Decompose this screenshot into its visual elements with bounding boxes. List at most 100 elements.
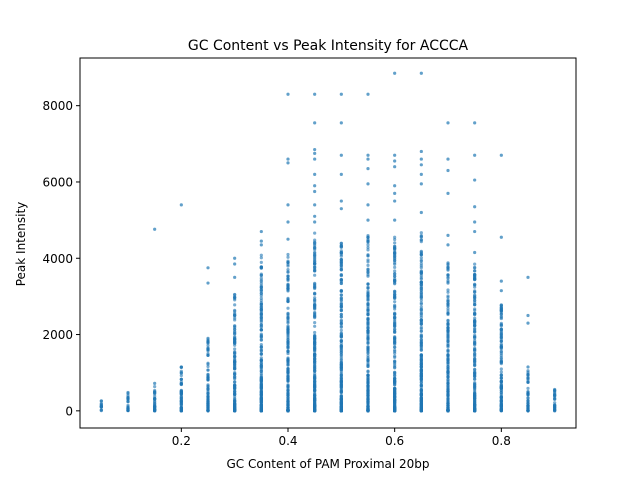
data-point: [499, 385, 503, 390]
data-point: [499, 379, 503, 383]
data-point: [419, 71, 423, 75]
data-point: [419, 280, 423, 284]
data-point: [206, 343, 210, 348]
data-point: [339, 346, 343, 350]
gc-column-0.35: [259, 229, 263, 413]
data-point: [233, 295, 237, 299]
data-point: [233, 292, 237, 297]
data-point: [473, 316, 477, 320]
data-point: [99, 399, 103, 403]
data-point: [393, 274, 397, 278]
data-point: [339, 281, 343, 286]
data-point: [526, 372, 530, 377]
data-point: [313, 255, 317, 260]
data-point: [313, 347, 317, 352]
data-point: [339, 373, 343, 377]
data-point: [366, 254, 370, 258]
data-point: [393, 304, 397, 309]
data-point: [499, 304, 503, 308]
data-point: [419, 302, 423, 306]
data-point: [446, 301, 450, 305]
data-point: [366, 157, 370, 161]
data-point: [339, 339, 343, 343]
data-point: [259, 260, 263, 264]
data-point: [339, 342, 343, 346]
data-point: [499, 153, 503, 157]
data-point: [366, 285, 370, 289]
data-point: [366, 375, 370, 379]
data-point: [313, 282, 317, 286]
data-point: [473, 265, 477, 269]
data-point: [393, 354, 397, 358]
data-point: [339, 395, 343, 400]
data-point: [286, 259, 290, 263]
gc-column-0.55: [366, 92, 370, 413]
data-point: [366, 313, 370, 317]
data-point: [179, 365, 183, 369]
data-point: [366, 248, 370, 252]
data-point: [206, 374, 210, 378]
data-point: [259, 305, 263, 310]
data-point: [366, 399, 370, 403]
data-point: [419, 182, 423, 186]
gc-column-0.60: [393, 71, 397, 413]
data-point: [339, 377, 343, 381]
data-point: [339, 319, 343, 323]
data-point: [419, 149, 423, 154]
data-point: [233, 389, 237, 394]
data-point: [499, 339, 503, 344]
data-point: [286, 92, 290, 96]
data-point: [393, 248, 397, 252]
data-point: [393, 335, 397, 339]
data-point: [313, 147, 317, 152]
data-point: [286, 340, 290, 344]
data-point: [286, 378, 290, 382]
data-point: [419, 238, 423, 242]
data-point: [313, 184, 317, 188]
data-point: [473, 229, 477, 234]
data-point: [553, 393, 557, 397]
y-axis-label: Peak Intensity: [14, 202, 28, 287]
data-point: [366, 243, 370, 247]
data-point: [286, 338, 290, 342]
data-point: [393, 218, 397, 222]
data-point: [393, 409, 397, 413]
data-point: [366, 317, 370, 322]
data-point: [446, 381, 450, 386]
data-point: [419, 264, 423, 268]
data-point: [233, 256, 237, 260]
y-tick-label: 2000: [42, 328, 73, 342]
data-point: [99, 408, 103, 412]
data-point: [366, 92, 370, 96]
data-point: [286, 237, 290, 241]
data-point: [473, 409, 477, 413]
data-point: [366, 394, 370, 398]
data-point: [286, 316, 290, 321]
data-point: [366, 330, 370, 334]
data-point: [419, 258, 423, 262]
x-axis-label: GC Content of PAM Proximal 20bp: [226, 457, 429, 471]
data-point: [233, 341, 237, 345]
data-point: [179, 373, 183, 378]
data-point: [553, 387, 557, 392]
data-point: [419, 318, 423, 323]
data-point: [206, 384, 210, 388]
data-point: [499, 235, 503, 239]
data-point: [446, 262, 450, 266]
data-point: [259, 338, 263, 342]
data-point: [419, 353, 423, 357]
data-point: [473, 335, 477, 339]
data-point: [339, 308, 343, 312]
data-point: [393, 317, 397, 321]
data-point: [499, 390, 503, 395]
data-point: [393, 396, 397, 400]
data-point: [446, 357, 450, 361]
data-point: [393, 404, 397, 408]
data-point: [473, 269, 477, 273]
data-point: [313, 335, 317, 339]
data-point: [126, 397, 130, 401]
data-point: [206, 352, 210, 356]
data-point: [393, 296, 397, 301]
data-point: [126, 405, 130, 409]
data-point: [419, 399, 423, 404]
